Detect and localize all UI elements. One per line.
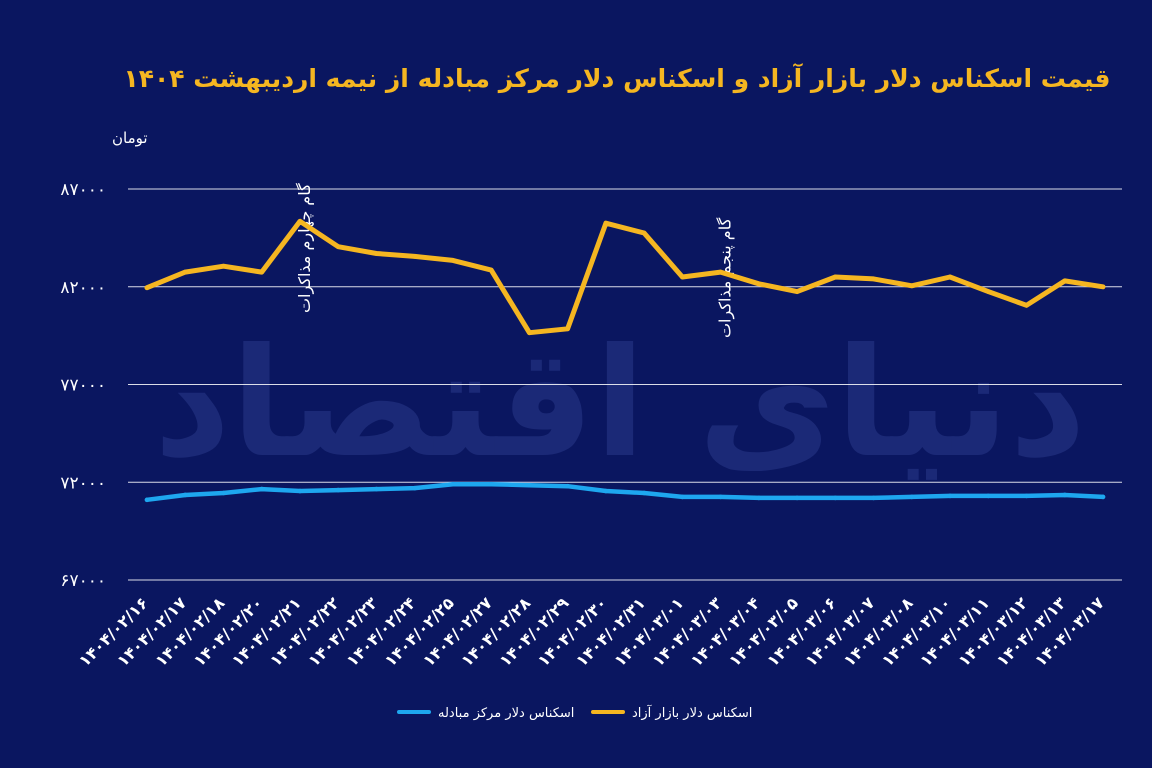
data-point <box>947 493 953 499</box>
legend: اسکناس دلار مرکز مبادله اسکناس دلار بازار… <box>397 704 752 721</box>
series-line <box>144 218 1106 336</box>
data-point <box>756 495 762 501</box>
data-point <box>335 487 341 493</box>
data-point <box>221 490 226 496</box>
data-point <box>450 481 456 487</box>
legend-label: اسکناس دلار بازار آزاد <box>632 704 752 721</box>
data-point <box>603 220 609 226</box>
data-point <box>871 276 876 282</box>
annotations: گام چهارم مذاکرات گام پنجم مذاکرات <box>295 183 736 338</box>
y-axis-unit: تومان <box>112 129 148 147</box>
legend-label: اسکناس دلار مرکز مبادله <box>438 706 574 721</box>
data-point <box>680 274 685 280</box>
chart-title: قیمت اسکناس دلار بازار آزاد و اسکناس دلا… <box>123 63 1110 94</box>
data-point <box>909 283 915 289</box>
data-point <box>412 254 417 259</box>
data-point <box>1024 303 1029 308</box>
y-tick-label: ۶۷۰۰۰ <box>60 571 106 591</box>
y-tick-label: ۷۷۰۰۰ <box>60 376 106 396</box>
data-point <box>718 494 723 500</box>
annotation-label: گام پنجم مذاکرات <box>716 217 736 338</box>
y-tick-label: ۸۷۰۰۰ <box>60 180 106 200</box>
data-point <box>374 251 379 256</box>
series-line <box>144 481 1106 503</box>
watermark: دنیای اقتصاد <box>154 317 1087 491</box>
data-point <box>756 281 762 287</box>
data-point <box>641 230 647 236</box>
data-point <box>1100 284 1106 290</box>
data-point <box>527 482 532 488</box>
data-point <box>374 486 379 492</box>
data-point <box>144 285 150 291</box>
data-point <box>1062 278 1068 284</box>
x-axis-ticks: ۱۴۰۴/۰۲/۱۶۱۴۰۴/۰۲/۱۷۱۴۰۴/۰۲/۱۸۱۴۰۴/۰۲/۲۰… <box>75 593 1108 670</box>
data-point <box>603 488 609 494</box>
data-point <box>794 495 800 501</box>
data-point <box>144 497 150 503</box>
y-tick-label: ۸۲۰۰۰ <box>60 278 106 298</box>
data-point <box>833 274 838 280</box>
data-point <box>1100 494 1106 500</box>
data-point <box>450 258 456 263</box>
data-point <box>680 494 685 500</box>
data-point <box>297 218 303 224</box>
data-point <box>794 289 800 294</box>
grid-lines <box>128 188 1122 581</box>
data-point <box>488 481 494 487</box>
data-point <box>488 267 494 273</box>
data-point <box>527 330 532 335</box>
data-point <box>909 494 915 500</box>
data-point <box>718 269 723 275</box>
data-point <box>182 269 188 275</box>
data-point <box>221 263 226 269</box>
y-tick-label: ۷۲۰۰۰ <box>60 473 106 493</box>
annotation-label: گام چهارم مذاکرات <box>295 183 315 313</box>
data-point <box>182 492 188 498</box>
data-point <box>947 274 953 280</box>
data-point <box>871 495 876 501</box>
data-point <box>833 495 838 501</box>
data-point <box>259 269 265 275</box>
data-point <box>259 486 265 492</box>
data-point <box>565 483 570 489</box>
data-point <box>335 244 341 249</box>
data-point <box>1062 492 1068 498</box>
data-point <box>641 490 647 496</box>
data-point <box>985 289 991 294</box>
y-axis-ticks: ۸۷۰۰۰ ۸۲۰۰۰ ۷۷۰۰۰ ۷۲۰۰۰ ۶۷۰۰۰ <box>60 180 106 591</box>
data-point <box>412 485 417 491</box>
data-point <box>297 488 303 494</box>
data-point <box>1024 493 1029 499</box>
data-point <box>565 326 570 332</box>
series-lines <box>144 218 1106 503</box>
data-point <box>985 493 991 499</box>
